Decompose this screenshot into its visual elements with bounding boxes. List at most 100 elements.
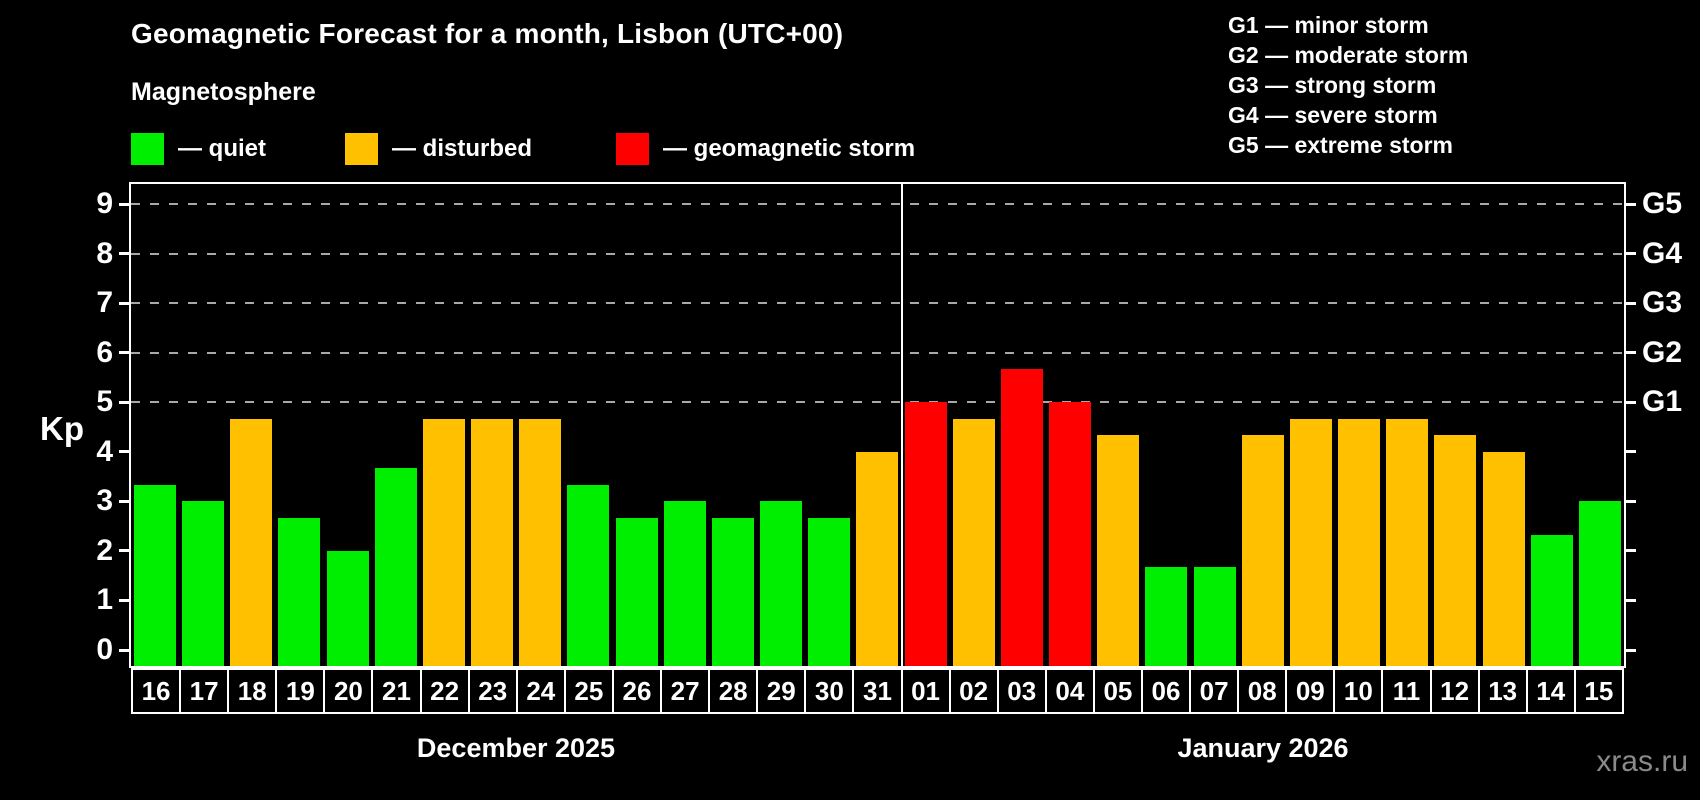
legend-item-storm: — geomagnetic storm xyxy=(616,131,915,167)
day-label-cell: 25 xyxy=(563,668,614,714)
y-axis-tick-left xyxy=(119,202,131,206)
day-label-cell: 14 xyxy=(1525,668,1576,714)
g-level-label: G5 xyxy=(1642,187,1683,221)
kp-gridline xyxy=(131,252,1624,255)
month-label-january: January 2026 xyxy=(1177,733,1349,763)
kp-bar xyxy=(182,501,224,666)
y-axis-tick-right xyxy=(1624,499,1636,503)
kp-bar xyxy=(1483,451,1525,666)
legend-item-disturbed: — disturbed xyxy=(345,131,532,167)
y-tick-label: 1 xyxy=(96,583,113,617)
day-label-cell: 17 xyxy=(179,668,230,714)
kp-bar xyxy=(760,501,802,666)
g-scale-line: G2 — moderate storm xyxy=(1228,42,1469,68)
legend-swatch-storm xyxy=(616,133,649,165)
kp-bar xyxy=(1001,369,1043,666)
day-label-cell: 22 xyxy=(419,668,470,714)
g-scale-line: G3 — strong storm xyxy=(1228,72,1437,98)
y-tick-label: 7 xyxy=(96,286,113,320)
legend-swatch-quiet xyxy=(131,133,164,165)
kp-bar xyxy=(1531,534,1573,666)
y-axis-tick-right xyxy=(1624,598,1636,602)
kp-bar xyxy=(327,550,369,666)
y-axis-tick-left xyxy=(119,598,131,602)
kp-bar xyxy=(664,501,706,666)
kp-bar xyxy=(616,517,658,666)
plot-area xyxy=(129,182,1626,668)
kp-bar xyxy=(1242,435,1284,666)
g-level-label: G3 xyxy=(1642,286,1683,320)
legend-item-quiet: — quiet xyxy=(131,131,266,167)
y-tick-label: 4 xyxy=(96,434,113,468)
kp-bar xyxy=(230,418,272,666)
y-tick-label: 8 xyxy=(96,236,113,270)
chart-subtitle: Magnetosphere xyxy=(131,78,316,106)
g-level-label: G2 xyxy=(1642,335,1683,369)
y-axis-tick-right xyxy=(1624,301,1636,305)
day-label-cell: 15 xyxy=(1573,668,1624,714)
kp-bar xyxy=(1386,418,1428,666)
kp-bar xyxy=(1049,402,1091,666)
day-label-cell: 21 xyxy=(371,668,422,714)
kp-bar xyxy=(1434,435,1476,666)
y-axis-tick-right xyxy=(1624,648,1636,652)
g-storm-scale-legend: G1 — minor storm G2 — moderate storm G3 — … xyxy=(1228,10,1468,160)
y-axis-tick-right xyxy=(1624,252,1636,256)
g-scale-line: G5 — extreme storm xyxy=(1228,132,1453,158)
kp-bar xyxy=(519,418,561,666)
kp-bar xyxy=(471,418,513,666)
kp-bar xyxy=(567,485,609,666)
g-level-label: G1 xyxy=(1642,385,1683,419)
legend-label: — quiet xyxy=(178,135,266,162)
y-axis-tick-left xyxy=(119,301,131,305)
g-scale-line: G4 — severe storm xyxy=(1228,102,1438,128)
y-tick-label: 3 xyxy=(96,484,113,518)
legend-label: — geomagnetic storm xyxy=(663,135,916,162)
day-label-cell: 04 xyxy=(1044,668,1095,714)
day-label-cell: 11 xyxy=(1381,668,1432,714)
kp-bar xyxy=(1194,567,1236,666)
day-label-cell: 30 xyxy=(804,668,855,714)
day-label-cell: 05 xyxy=(1092,668,1143,714)
day-label-cell: 20 xyxy=(323,668,374,714)
kp-bar xyxy=(1338,418,1380,666)
day-label-cell: 06 xyxy=(1140,668,1192,714)
day-label-cell: 10 xyxy=(1333,668,1384,714)
day-label-cell: 26 xyxy=(611,668,663,714)
day-label-cell: 07 xyxy=(1189,668,1240,714)
kp-bar xyxy=(856,451,898,666)
kp-bar xyxy=(1579,501,1621,666)
y-axis-tick-right xyxy=(1624,351,1636,355)
g-level-label: G4 xyxy=(1642,236,1683,270)
y-tick-label: 0 xyxy=(96,633,113,666)
kp-bar xyxy=(278,517,320,666)
y-axis-tick-right xyxy=(1624,549,1636,553)
day-label-cell: 13 xyxy=(1477,668,1528,714)
y-axis-tick-left xyxy=(119,252,131,256)
day-label-cell: 19 xyxy=(275,668,326,714)
y-tick-label: 2 xyxy=(96,533,113,567)
day-label-cell: 02 xyxy=(948,668,999,714)
day-label-cell: 27 xyxy=(660,668,711,714)
kp-bar xyxy=(953,418,995,666)
kp-bar xyxy=(1097,435,1139,666)
legend-swatch-disturbed xyxy=(345,133,378,165)
kp-bar xyxy=(712,517,754,666)
kp-gridline xyxy=(131,401,1624,404)
y-axis-tick-left xyxy=(119,499,131,503)
y-tick-label: 9 xyxy=(96,187,113,221)
y-axis-tick-right xyxy=(1624,400,1636,404)
kp-bar xyxy=(375,468,417,666)
day-label-cell: 08 xyxy=(1237,668,1288,714)
day-label-cell: 29 xyxy=(756,668,807,714)
kp-gridline xyxy=(131,351,1624,354)
y-axis-tick-right xyxy=(1624,202,1636,206)
y-axis-tick-left xyxy=(119,648,131,652)
kp-bar xyxy=(808,517,850,666)
kp-bar xyxy=(1290,418,1332,666)
day-label-cell: 16 xyxy=(131,668,182,714)
kp-bar xyxy=(1145,567,1187,666)
day-label-cell: 09 xyxy=(1285,668,1336,714)
kp-bar xyxy=(134,485,176,666)
